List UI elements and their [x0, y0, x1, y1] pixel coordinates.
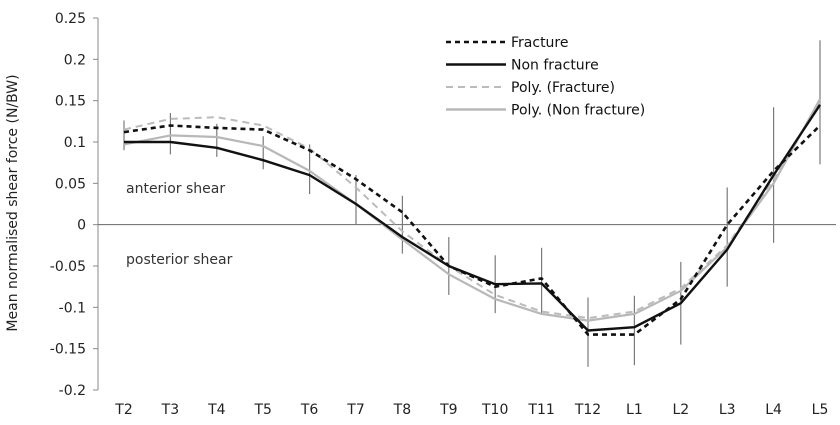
- series-line-poly-fracture: [123, 101, 821, 320]
- y-tick-label: 0.25: [55, 11, 86, 27]
- x-tick-label: T12: [574, 402, 601, 418]
- series-line-non-fracture: [124, 104, 822, 332]
- y-ticks: 0.25 0.2 0.15 0.1 0.05 0 -0.05 -0.1 -0.15 -0.2: [50, 11, 98, 399]
- x-tick-label: T11: [527, 402, 554, 418]
- legend-label: Poly. (Non fracture): [511, 103, 645, 119]
- x-tick-label: T9: [439, 402, 457, 418]
- y-tick-label: -0.15: [50, 342, 86, 358]
- x-tick-label: L4: [765, 402, 782, 418]
- x-tick-label: T6: [300, 402, 319, 418]
- y-tick-label: 0.05: [55, 176, 86, 192]
- posterior-shear-annotation: posterior shear: [126, 252, 233, 268]
- series-line-poly-non-fracture: [123, 98, 821, 322]
- y-tick-label: -0.2: [59, 383, 86, 399]
- x-tick-label: T4: [207, 402, 226, 418]
- x-tick-label: T2: [114, 402, 132, 418]
- y-tick-label: 0.15: [55, 94, 86, 110]
- x-ticks: T2 T3 T4 T5 T6 T7 T8 T9 T10 T11 T12 L1 L2 L3 L4 L5: [114, 402, 828, 418]
- legend: Fracture Non fracture Poly. (Fracture) Poly…: [446, 35, 645, 119]
- axes: [97, 18, 836, 390]
- series-line-fracture: [123, 124, 821, 336]
- y-tick-label: 0.1: [64, 135, 86, 151]
- legend-label: Poly. (Fracture): [511, 80, 615, 96]
- legend-label: Fracture: [511, 35, 569, 51]
- y-tick-label: 0.2: [64, 52, 86, 68]
- x-tick-label: L2: [672, 402, 689, 418]
- x-tick-label: T7: [346, 402, 364, 418]
- x-tick-label: T5: [253, 402, 271, 418]
- y-tick-label: 0: [77, 218, 86, 234]
- anterior-shear-annotation: anterior shear: [126, 181, 225, 197]
- y-tick-label: -0.1: [59, 300, 86, 316]
- x-tick-label: T3: [161, 402, 179, 418]
- x-tick-label: L5: [812, 402, 829, 418]
- series-lines: [123, 98, 822, 336]
- legend-label: Non fracture: [511, 58, 599, 74]
- y-tick-label: -0.05: [50, 259, 86, 275]
- x-tick-label: L3: [719, 402, 736, 418]
- x-tick-label: L1: [626, 402, 643, 418]
- x-tick-label: T10: [481, 402, 508, 418]
- y-axis-label: Mean normalised shear force (N/BW): [5, 74, 21, 331]
- error-bars: [123, 40, 821, 367]
- x-tick-label: T8: [393, 402, 411, 418]
